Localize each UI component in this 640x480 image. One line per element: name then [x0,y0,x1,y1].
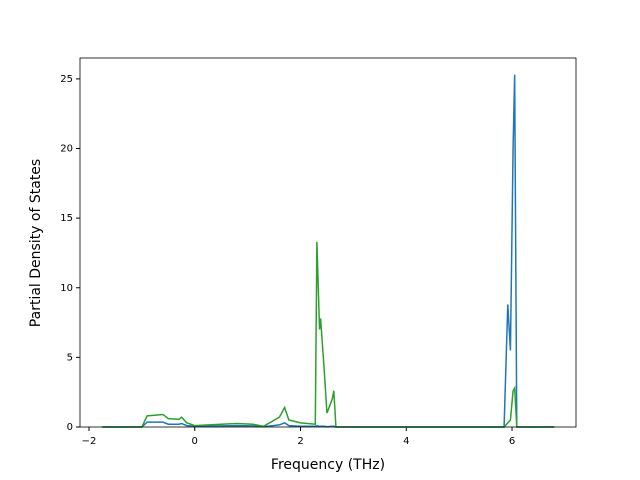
x-tick-label: −2 [82,436,97,447]
y-tick-label: 0 [67,422,73,433]
x-tick-label: 2 [297,436,303,447]
y-tick-label: 15 [60,213,73,224]
series-line [102,74,555,428]
x-axis-label: Frequency (THz) [271,457,385,473]
y-tick-label: 5 [67,352,73,363]
x-tick-label: 4 [403,436,409,447]
x-tick-label: 0 [192,436,198,447]
y-axis-label: Partial Density of States [28,159,44,327]
x-tick-label: 6 [509,436,515,447]
y-tick-label: 20 [60,144,73,155]
plot-frame [79,57,577,428]
y-tick-label: 25 [60,74,73,85]
series-line [102,241,555,428]
y-tick-label: 10 [60,283,73,294]
